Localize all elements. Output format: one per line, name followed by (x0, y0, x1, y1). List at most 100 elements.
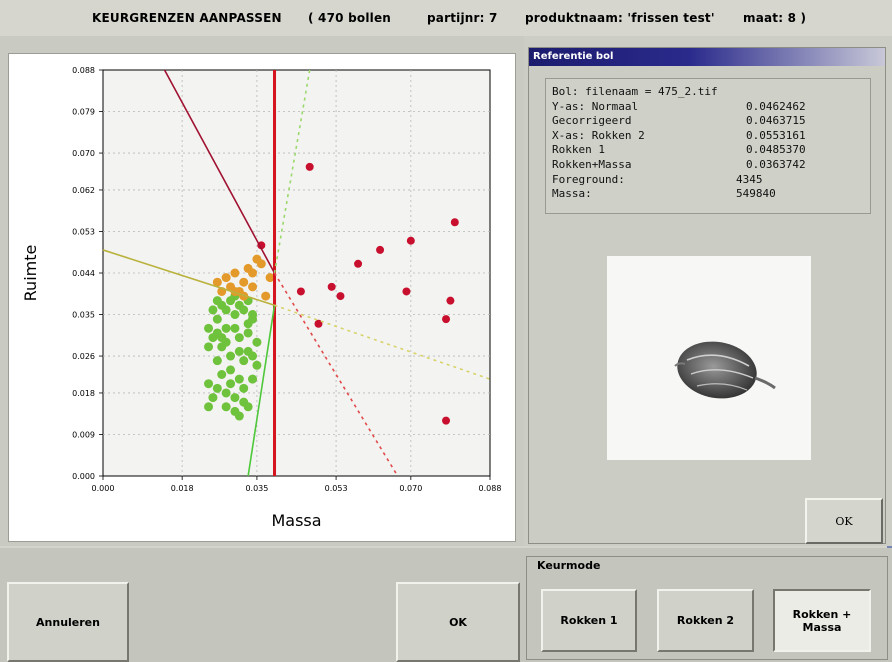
scatter-point (221, 323, 231, 333)
threshold-line-green-steep (247, 305, 276, 477)
scatter-point (221, 402, 231, 412)
window-header: KEURGRENZEN AANPASSEN ( 470 bollen parti… (0, 0, 892, 36)
scatter-point (248, 268, 258, 278)
ok-button[interactable]: OK (396, 582, 520, 662)
info-label-1: Y-as: Normaal (552, 99, 639, 113)
y-tick-label: 0.062 (72, 186, 95, 195)
info-value-6: 4345 (736, 172, 763, 186)
keurmode-rokken-massa-button[interactable]: Rokken + Massa (773, 589, 871, 652)
y-tick-label: 0.053 (72, 227, 95, 236)
scatter-point (221, 388, 231, 398)
header-partij: partijnr: 7 (427, 11, 498, 25)
info-label-4: Rokken 1 (552, 143, 605, 157)
reference-titlebar: Referentie bol (529, 48, 885, 66)
scatter-point (239, 383, 249, 393)
keurmode-group: Keurmode (526, 556, 888, 660)
scatter-point (248, 351, 258, 361)
header-title: KEURGRENZEN AANPASSEN (92, 11, 282, 25)
cancel-button[interactable]: Annuleren (7, 582, 129, 662)
scatter-point (234, 333, 244, 343)
y-tick-label: 0.044 (72, 269, 95, 278)
keurmode-label: Keurmode (537, 559, 601, 572)
scatter-point (226, 379, 236, 389)
keurmode-rokken2-button[interactable]: Rokken 2 (657, 589, 754, 652)
y-tick-label: 0.018 (72, 389, 95, 398)
x-tick-label: 0.018 (171, 484, 194, 493)
keurmode-rokken1-button[interactable]: Rokken 1 (541, 589, 637, 652)
scatter-point (442, 315, 451, 324)
info-label-0: Bol: filenaam = 475_2.tif (552, 85, 718, 98)
threshold-line-diagonal-upper (163, 69, 276, 274)
scatter-point (239, 305, 249, 315)
scatter-point (212, 296, 222, 306)
scatter-point (265, 273, 275, 283)
scatter-point (248, 374, 258, 384)
info-label-5: Rokken+Massa (552, 158, 632, 171)
y-tick-label: 0.070 (72, 149, 95, 158)
scatter-point (212, 277, 222, 287)
scatter-point (226, 365, 236, 375)
x-tick-label: 0.070 (399, 484, 422, 493)
scatter-point (212, 356, 222, 366)
scatter-point (239, 277, 249, 287)
scatter-point (221, 305, 231, 315)
scatter-point (327, 282, 336, 291)
scatter-point (402, 287, 411, 296)
scatter-point (406, 236, 415, 245)
y-tick-label: 0.088 (72, 66, 95, 75)
info-value-4: 0.0485370 (746, 143, 806, 157)
bulb-image-icon (674, 341, 776, 399)
scatter-point (239, 397, 249, 407)
scatter-chart[interactable]: 0.000 0.018 0.035 0.053 0.070 0.088 0.000 0.009… (8, 53, 516, 542)
reference-window: Referentie bol Bol: filenaam = 475_2.tif… (528, 47, 886, 544)
scatter-point (230, 323, 240, 333)
scatter-point (248, 282, 258, 292)
scatter-point (230, 393, 240, 403)
scatter-point (239, 356, 249, 366)
scatter-point (208, 305, 218, 315)
scatter-point (234, 411, 244, 421)
scatter-point (212, 383, 222, 393)
x-axis-label: Massa (271, 511, 321, 530)
threshold-line-yellow-dotted (274, 304, 491, 380)
scatter-point (305, 162, 314, 171)
scatter-point (296, 287, 305, 296)
info-value-5: 0.0363742 (746, 158, 806, 171)
x-tick-label: 0.035 (245, 484, 268, 493)
scatter-point (234, 346, 244, 356)
header-product: produktnaam: 'frissen test' (525, 11, 715, 25)
x-tick-label: 0.088 (479, 484, 502, 493)
scatter-point (354, 259, 363, 268)
scatter-point (234, 374, 244, 384)
info-label-2: Gecorrigeerd (552, 114, 632, 128)
scatter-point (261, 291, 271, 301)
reference-ok-button[interactable]: OK (805, 498, 883, 544)
header-count: ( 470 bollen (308, 11, 392, 25)
y-tick-label: 0.026 (72, 352, 95, 361)
info-value-2: 0.0463715 (746, 114, 806, 128)
threshold-line-red-dotted (273, 272, 399, 477)
info-value-3: 0.0553161 (746, 128, 806, 142)
scatter-point (221, 337, 231, 347)
info-label-7: Massa: (552, 187, 592, 201)
scatter-point (204, 323, 214, 333)
info-value-7: 549840 (736, 187, 776, 201)
scatter-point (204, 342, 214, 352)
plot-area (102, 69, 491, 477)
scatter-point (252, 360, 262, 370)
scatter-point (221, 273, 231, 283)
y-tick-label: 0.000 (72, 472, 95, 481)
info-label-6: Foreground: (552, 172, 625, 186)
scatter-point (450, 218, 459, 227)
scatter-point (208, 393, 218, 403)
scatter-point (256, 259, 266, 269)
scatter-point (336, 292, 345, 301)
scatter-point (230, 310, 240, 320)
y-axis-label: Ruimte (21, 245, 40, 302)
y-tick-label: 0.035 (72, 311, 95, 320)
threshold-line-yellow-olive (102, 249, 275, 307)
x-tick-label: 0.000 (92, 484, 115, 493)
scatter-point (217, 370, 227, 379)
scatter-point (226, 351, 236, 361)
scatter-point (204, 379, 214, 389)
